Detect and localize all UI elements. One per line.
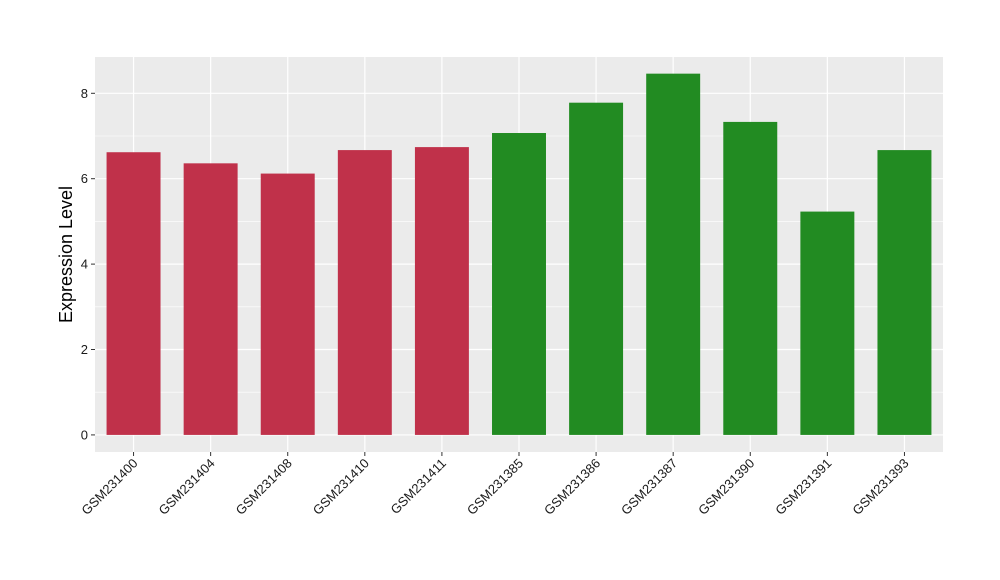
y-tick-label: 8 bbox=[81, 86, 88, 101]
bar-GSM231400 bbox=[106, 152, 161, 435]
bar-GSM231408 bbox=[260, 173, 315, 435]
y-axis: 0 2 4 6 8 bbox=[81, 86, 95, 442]
bar-GSM231393 bbox=[877, 150, 932, 435]
x-tick-label: GSM231386 bbox=[541, 456, 603, 518]
x-tick-label: GSM231390 bbox=[695, 456, 757, 518]
y-tick-label: 2 bbox=[81, 342, 88, 357]
y-tick-label: 4 bbox=[81, 257, 88, 272]
x-tick-label: GSM231404 bbox=[156, 456, 218, 518]
x-tick-label: GSM231391 bbox=[772, 456, 834, 518]
x-tick-label: GSM231410 bbox=[310, 456, 372, 518]
bar-GSM231387 bbox=[646, 73, 701, 435]
x-tick-label: GSM231408 bbox=[233, 456, 295, 518]
bars bbox=[106, 73, 932, 435]
x-tick-label: GSM231385 bbox=[464, 456, 526, 518]
x-tick-label: GSM231400 bbox=[78, 456, 140, 518]
y-axis-title: Expression Level bbox=[56, 186, 76, 323]
bar-GSM231385 bbox=[492, 133, 546, 435]
x-tick-label: GSM231387 bbox=[618, 456, 680, 518]
x-tick-label: GSM231411 bbox=[387, 456, 449, 518]
x-tick-label: GSM231393 bbox=[849, 456, 911, 518]
y-tick-label: 0 bbox=[81, 427, 88, 442]
bar-GSM231404 bbox=[183, 163, 238, 435]
y-tick-label: 6 bbox=[81, 171, 88, 186]
bar-GSM231410 bbox=[337, 150, 392, 435]
bar-GSM231391 bbox=[800, 211, 855, 435]
x-axis: GSM231400 GSM231404 GSM231408 GSM231410 GSM2… bbox=[78, 452, 912, 518]
bar-GSM231386 bbox=[569, 102, 624, 435]
bar-GSM231411 bbox=[414, 147, 469, 435]
bar-GSM231390 bbox=[723, 121, 778, 435]
